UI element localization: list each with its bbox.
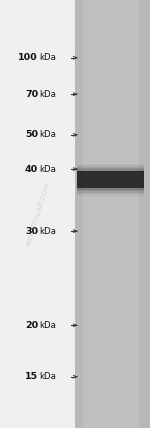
Text: 20: 20	[25, 321, 38, 330]
Text: www.PTGLAB.COM: www.PTGLAB.COM	[25, 181, 51, 247]
Bar	[77, 165, 144, 171]
Text: 40: 40	[25, 164, 38, 174]
Text: 50: 50	[25, 130, 38, 140]
Bar	[75, 0, 150, 428]
Bar	[82, 0, 139, 428]
Bar	[77, 188, 144, 190]
Text: kDa: kDa	[39, 164, 56, 174]
Bar	[77, 171, 144, 188]
Bar	[77, 188, 144, 194]
Text: 15: 15	[25, 372, 38, 381]
Text: kDa: kDa	[39, 89, 56, 99]
Text: kDa: kDa	[39, 53, 56, 62]
Text: 100: 100	[18, 53, 38, 62]
Text: kDa: kDa	[39, 372, 56, 381]
Bar	[77, 166, 144, 171]
Bar	[77, 168, 144, 171]
Bar	[77, 169, 144, 171]
Bar	[77, 188, 144, 191]
Bar	[77, 163, 144, 171]
Bar	[77, 188, 144, 196]
Text: kDa: kDa	[39, 130, 56, 140]
Text: 70: 70	[25, 89, 38, 99]
Bar	[0, 0, 75, 428]
Bar	[77, 188, 144, 193]
Text: 30: 30	[25, 226, 38, 236]
Text: kDa: kDa	[39, 226, 56, 236]
Text: kDa: kDa	[39, 321, 56, 330]
